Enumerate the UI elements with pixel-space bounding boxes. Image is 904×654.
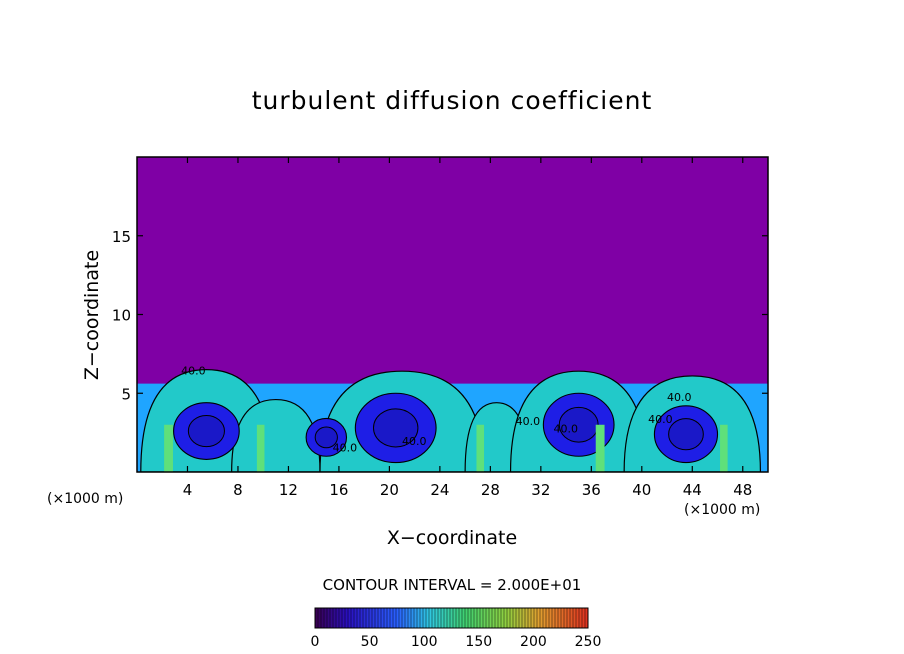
x-tick-label: 28 [481, 481, 500, 499]
y-tick-label: 5 [121, 385, 131, 403]
eddy-inner-contour [372, 408, 419, 448]
contour-label: 40.0 [402, 435, 427, 448]
x-tick-label: 24 [430, 481, 449, 499]
x-tick-label: 20 [380, 481, 399, 499]
x-tick-label: 16 [329, 481, 348, 499]
eddy-inner-contour [187, 414, 225, 448]
x-tick-label: 48 [733, 481, 752, 499]
eddy-inner-contour [668, 418, 704, 451]
contour-label: 40.0 [648, 413, 673, 426]
chart-title: turbulent diffusion coefficient [251, 86, 653, 115]
contour-label: 40.0 [333, 442, 358, 455]
contour-label: 40.0 [181, 364, 206, 377]
x-unit-label-left: (×1000 m) [47, 491, 124, 507]
updraft-strip [164, 424, 173, 472]
x-tick-label: 44 [683, 481, 702, 499]
x-tick-label: 8 [233, 481, 243, 499]
y-tick-label: 10 [112, 307, 131, 325]
plot-area: 40.0 40.0 40.0 40.0 40.0 40.0 40.0 [137, 157, 768, 472]
x-tick-label: 4 [183, 481, 193, 499]
colorbar: 0 50 100 150 200 250 [311, 607, 602, 650]
y-tick-label: 15 [112, 228, 131, 246]
x-tick-label: 12 [279, 481, 298, 499]
x-axis-label: X−coordinate [386, 527, 518, 549]
colorbar-tick-label: 250 [575, 634, 602, 650]
x-tick-label: 32 [531, 481, 550, 499]
updraft-strip [476, 424, 485, 472]
updraft-strip [595, 424, 605, 472]
x-unit-label-right: (×1000 m) [684, 502, 761, 518]
eddy-inner-contour [314, 426, 338, 449]
updraft-strip [720, 424, 728, 472]
x-tick-label: 40 [632, 481, 651, 499]
colorbar-tick-label: 100 [411, 634, 438, 650]
updraft-strip [256, 424, 265, 472]
x-tick-label: 36 [582, 481, 601, 499]
contour-label: 40.0 [553, 423, 578, 436]
contour-label: 40.0 [516, 415, 541, 428]
colorbar-tick-label: 200 [520, 634, 547, 650]
contour-label: 40.0 [667, 391, 692, 404]
colorbar-gradient [314, 607, 589, 629]
colorbar-tick-label: 50 [361, 634, 379, 650]
colorbar-tick-label: 150 [465, 634, 492, 650]
contour-interval-label: CONTOUR INTERVAL = 2.000E+01 [322, 576, 582, 594]
colorbar-tick-label: 0 [311, 634, 320, 650]
